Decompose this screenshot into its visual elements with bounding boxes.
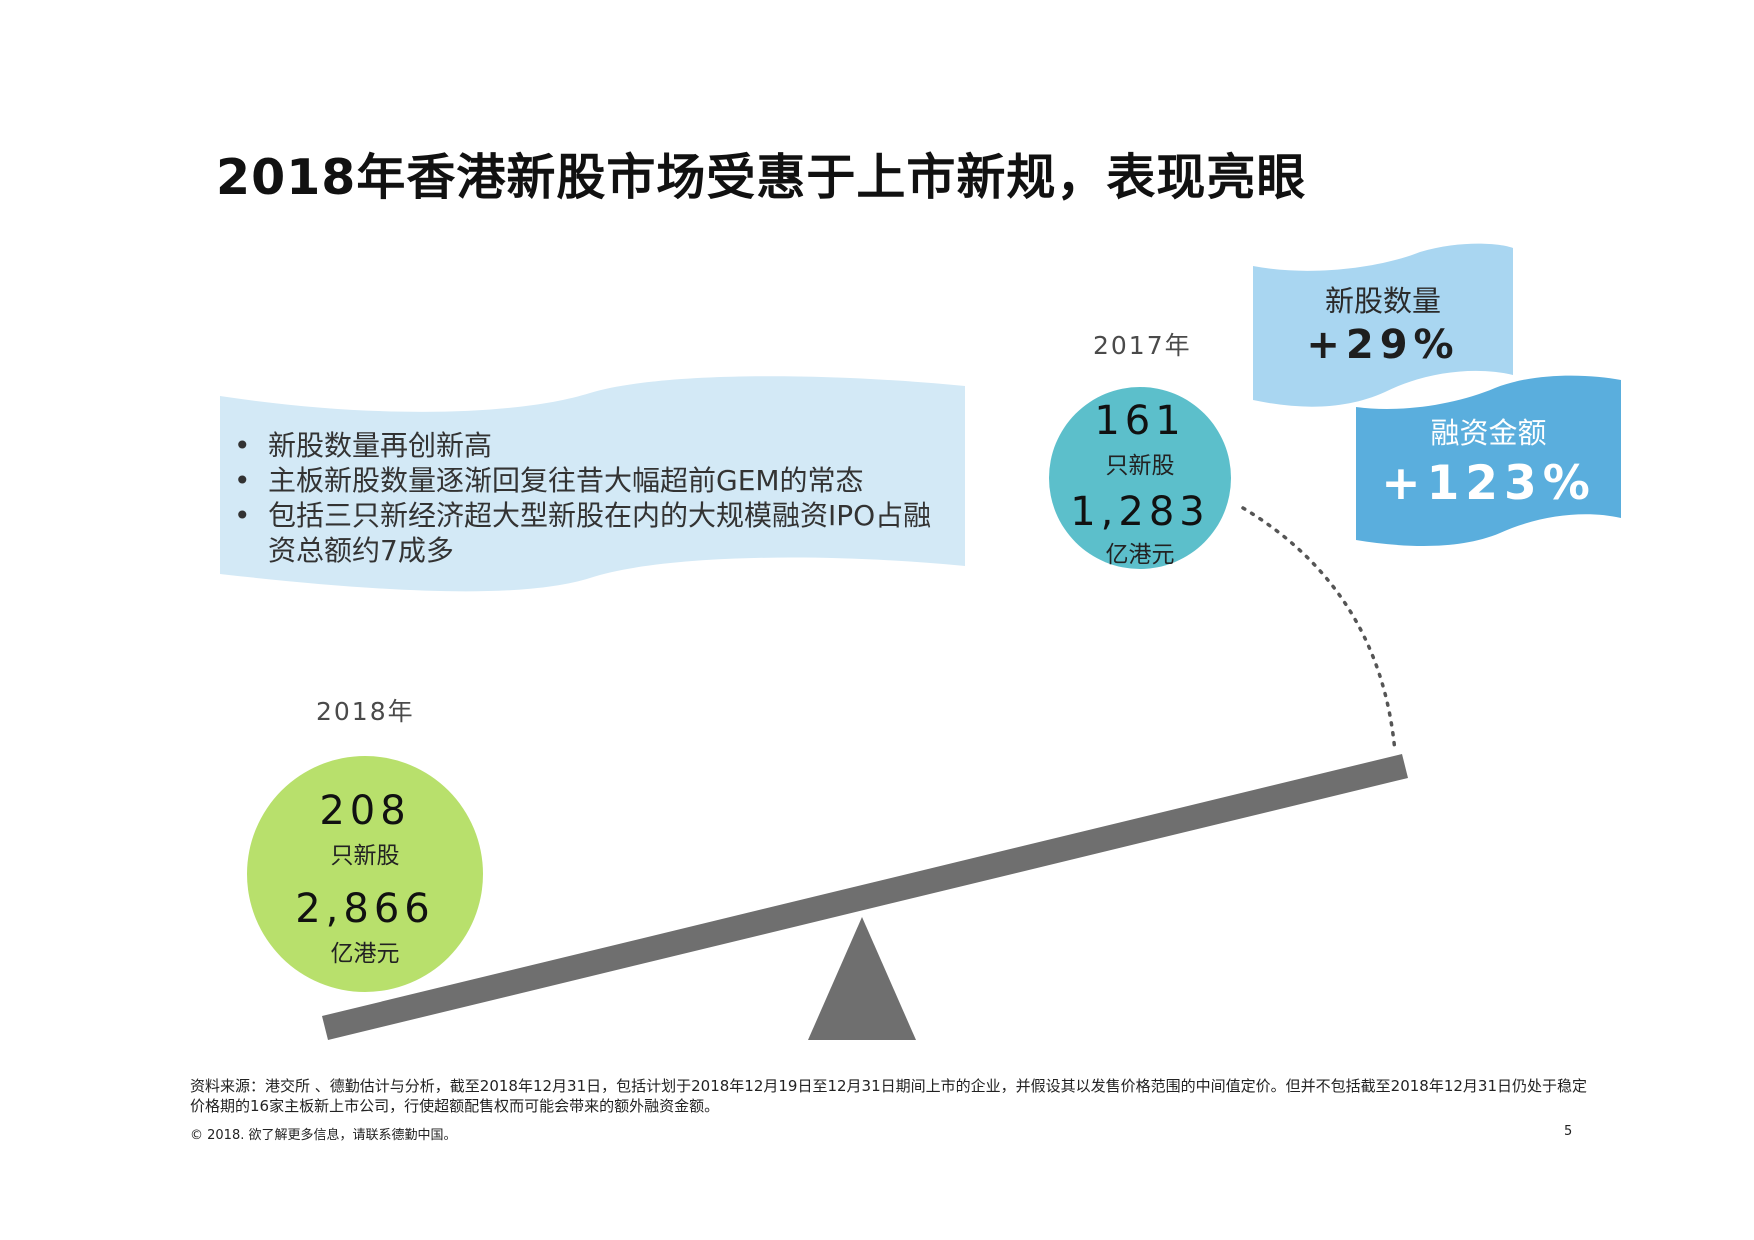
growth-amount-label: 融资金额 bbox=[1430, 416, 1547, 450]
growth-ipo-count: 新股数量 +29% bbox=[1263, 278, 1503, 368]
page-title: 2018年香港新股市场受惠于上市新规，表现亮眼 bbox=[216, 149, 1307, 206]
list-item: 包括三只新经济超大型新股在内的大规模融资IPO占融资总额约7成多 bbox=[232, 498, 952, 568]
ipo-count-2017: 161 bbox=[1094, 398, 1186, 444]
copyright: © 2018. 欲了解更多信息，请联系德勤中国。 bbox=[190, 1128, 457, 1143]
year-2017-stats: 161 只新股 1,283 亿港元 bbox=[1040, 398, 1240, 569]
ipo-count-2018: 208 bbox=[319, 788, 411, 834]
list-item: 主板新股数量逐渐回复往昔大幅超前GEM的常态 bbox=[232, 463, 952, 498]
growth-amount-value: +123% bbox=[1381, 456, 1596, 511]
amount-2018: 2,866 bbox=[295, 886, 435, 932]
amount-2017: 1,283 bbox=[1070, 489, 1210, 535]
amount-unit-2017: 亿港元 bbox=[1105, 542, 1175, 568]
growth-banner-amount bbox=[1356, 375, 1621, 546]
highlights-list: 新股数量再创新高 主板新股数量逐渐回复往昔大幅超前GEM的常态 包括三只新经济超… bbox=[232, 428, 952, 568]
amount-unit-2018: 亿港元 bbox=[330, 941, 400, 967]
page-number: 5 bbox=[1564, 1124, 1573, 1139]
circle-2018 bbox=[247, 756, 483, 992]
source-footnote: 资料来源：港交所 、德勤估计与分析，截至2018年12月31日，包括计划于201… bbox=[190, 1077, 1587, 1115]
year-2018-label: 2018年 bbox=[316, 697, 415, 726]
dotted-arc bbox=[1241, 506, 1397, 754]
growth-ipo-count-value: +29% bbox=[1306, 322, 1460, 368]
seesaw-plank bbox=[322, 754, 1408, 1040]
growth-banner-ipo-count bbox=[1253, 243, 1513, 407]
seesaw-fulcrum bbox=[808, 917, 916, 1040]
list-item: 新股数量再创新高 bbox=[232, 428, 952, 463]
circle-2017 bbox=[1049, 387, 1231, 569]
year-2017-label: 2017年 bbox=[1093, 331, 1192, 360]
year-2018-stats: 208 只新股 2,866 亿港元 bbox=[255, 788, 475, 968]
ipo-unit-2017: 只新股 bbox=[1105, 453, 1175, 479]
ipo-unit-2018: 只新股 bbox=[330, 843, 400, 869]
growth-ipo-count-label: 新股数量 bbox=[1324, 284, 1441, 318]
growth-amount: 融资金额 +123% bbox=[1361, 410, 1616, 511]
